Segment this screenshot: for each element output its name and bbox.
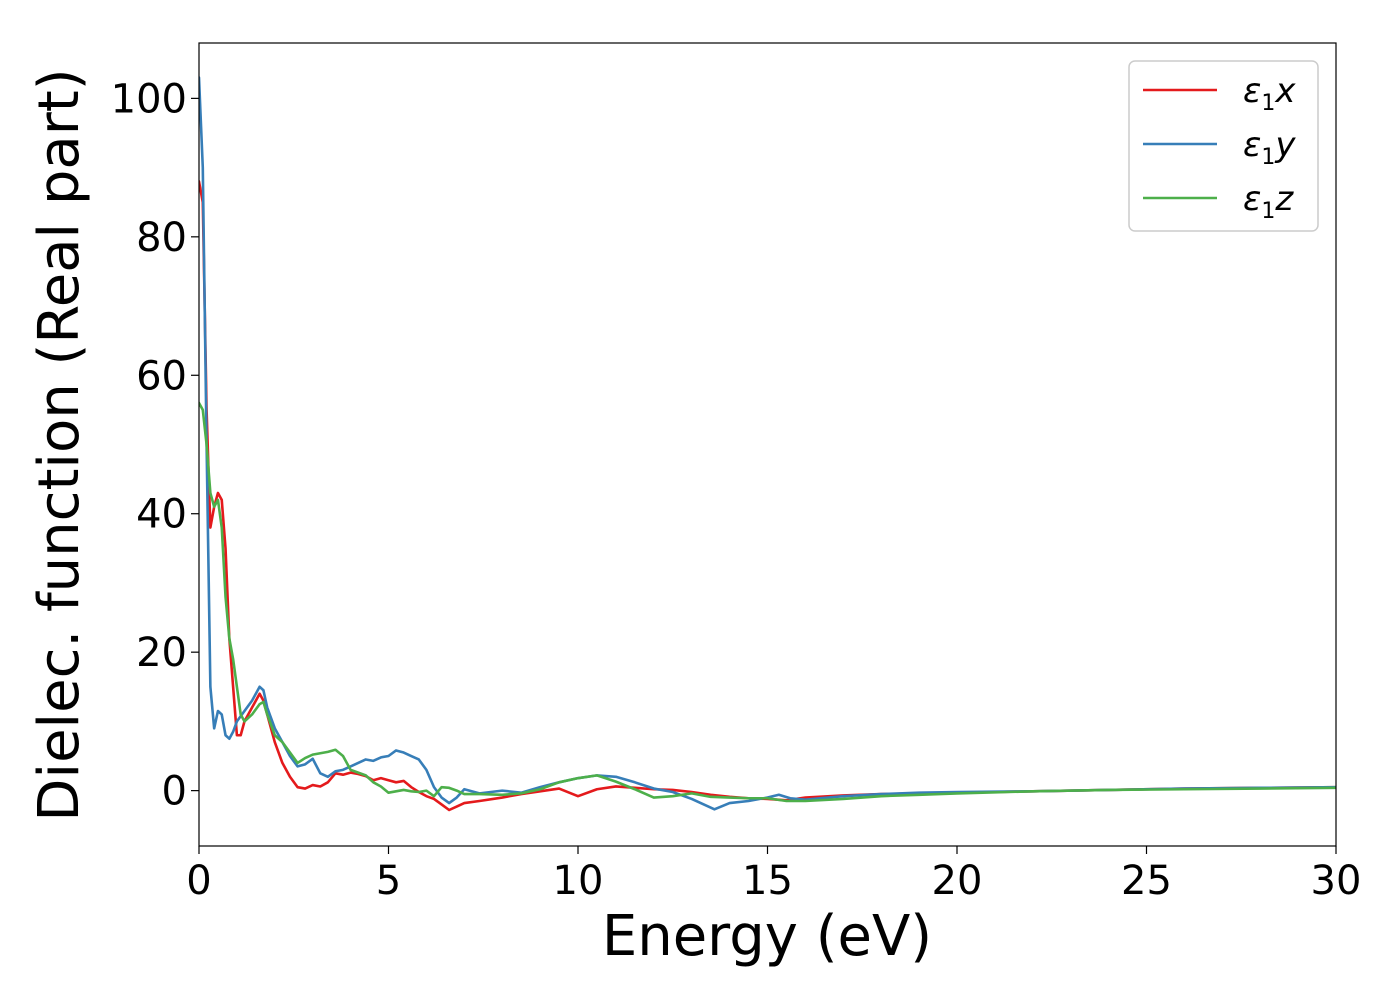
legend-label-z: ε1z [1243,179,1294,224]
y-tick-label: 80 [136,215,187,261]
y-tick-label: 100 [111,76,187,122]
y-tick-label: 40 [136,492,187,538]
x-tick-label: 15 [742,858,793,904]
x-tick-label: 30 [1311,858,1362,904]
x-axis: 0 5 10 15 20 25 30 [186,846,1361,904]
y-axis-title: Dielec. function (Real part) [27,68,92,821]
x-axis-title: Energy (eV) [602,904,932,969]
y-tick-label: 0 [162,769,187,815]
x-tick-label: 5 [376,858,401,904]
legend-label-x: ε1x [1243,71,1296,116]
legend-label-y: ε1y [1243,125,1296,170]
series-layer [199,76,1336,812]
y-tick-label: 20 [136,630,187,676]
legend-frame [1128,60,1319,232]
series-line-z [199,401,1336,803]
series-line-y [199,76,1336,811]
x-tick-label: 20 [932,858,983,904]
legend: ε1x ε1y ε1z [1128,60,1319,232]
x-tick-label: 10 [553,858,604,904]
x-tick-label: 25 [1121,858,1172,904]
y-tick-label: 60 [136,353,187,399]
x-tick-label: 0 [186,858,211,904]
y-axis: 0 20 40 60 80 100 [111,76,199,815]
